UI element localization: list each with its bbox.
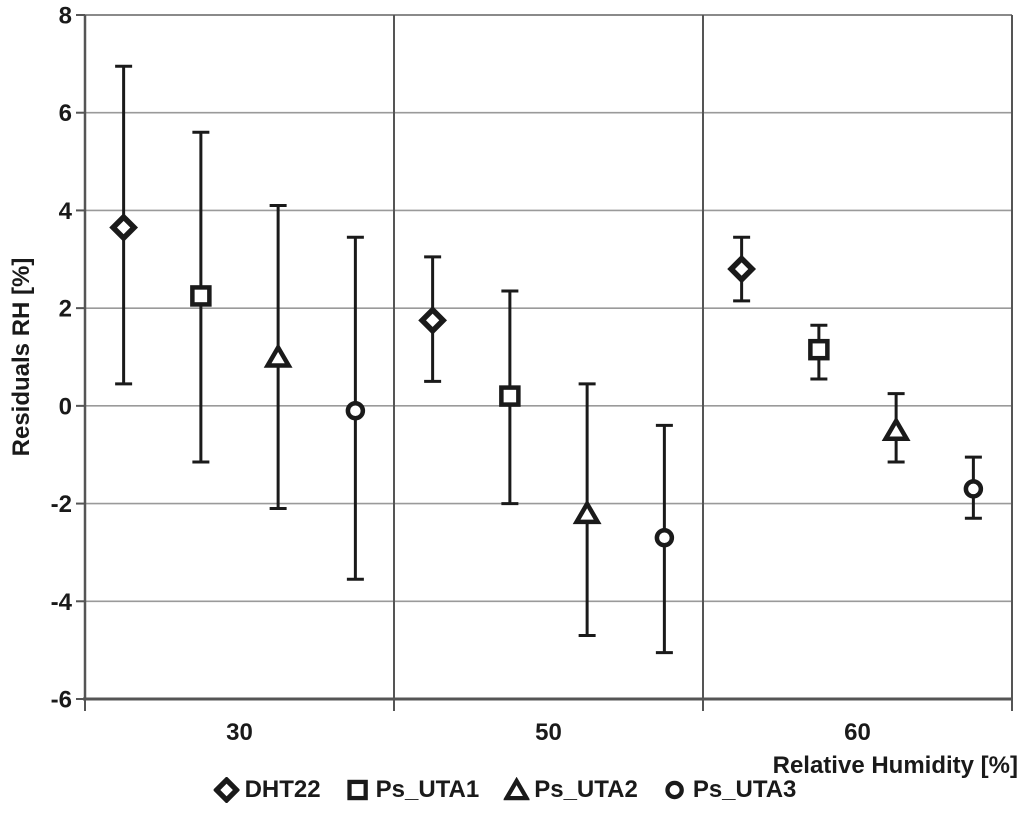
legend-marker-square-icon [347, 779, 368, 801]
y-tick-label: 6 [59, 100, 72, 127]
y-tick-label: 8 [59, 3, 72, 30]
legend-item-Ps_UTA2: Ps_UTA2 [503, 776, 638, 804]
marker-square-icon [499, 385, 521, 407]
marker-triangle-icon [503, 777, 530, 801]
y-tick-label: -6 [51, 687, 72, 714]
series-Ps_UTA3 [345, 235, 984, 655]
legend-item-Ps_UTA3: Ps_UTA3 [662, 776, 797, 804]
x-tick-label: 50 [535, 719, 562, 746]
x-tick-label: 60 [844, 719, 871, 746]
marker-triangle-icon [263, 343, 293, 368]
y-tick-label: 0 [59, 393, 72, 420]
y-tick-label: -4 [51, 589, 73, 616]
legend-marker-triangle-icon [503, 777, 530, 801]
y-tick-label: -2 [51, 491, 72, 518]
series-DHT22 [109, 64, 757, 386]
marker-square-icon [347, 779, 368, 801]
legend-label: DHT22 [244, 776, 321, 803]
legend-marker-diamond-icon [213, 777, 240, 803]
y-tick-label: 4 [59, 198, 73, 225]
legend-item-Ps_UTA1: Ps_UTA1 [345, 776, 480, 804]
legend-label: Ps_UTA1 [375, 776, 480, 803]
marker-diamond-icon [213, 777, 240, 803]
marker-circle-icon [345, 400, 366, 421]
x-tick-label: 30 [226, 719, 253, 746]
legend: DHT22 Ps_UTA1 Ps_UTA2 Ps_UTA3 [213, 776, 797, 804]
series-Ps_UTA1 [190, 130, 830, 506]
marker-square-icon [190, 285, 212, 307]
legend-label: Ps_UTA3 [692, 776, 797, 803]
marker-circle-icon [665, 780, 685, 800]
legend-marker-circle-icon [665, 780, 685, 800]
marker-triangle-icon [881, 416, 911, 442]
marker-circle-icon [963, 479, 984, 499]
x-axis-title: Relative Humidity [%] [772, 752, 1018, 779]
marker-diamond-icon [109, 213, 139, 242]
marker-diamond-icon [418, 305, 448, 335]
marker-circle-icon [654, 528, 675, 548]
marker-triangle-icon [572, 499, 602, 525]
legend-label: Ps_UTA2 [534, 776, 638, 803]
legend-item-DHT22: DHT22 [213, 776, 321, 804]
marker-diamond-icon [727, 254, 757, 284]
y-axis-title: Residuals RH [%] [8, 257, 35, 457]
y-tick-label: 2 [59, 296, 72, 323]
marker-square-icon [808, 338, 830, 361]
series-Ps_UTA2 [263, 204, 911, 637]
